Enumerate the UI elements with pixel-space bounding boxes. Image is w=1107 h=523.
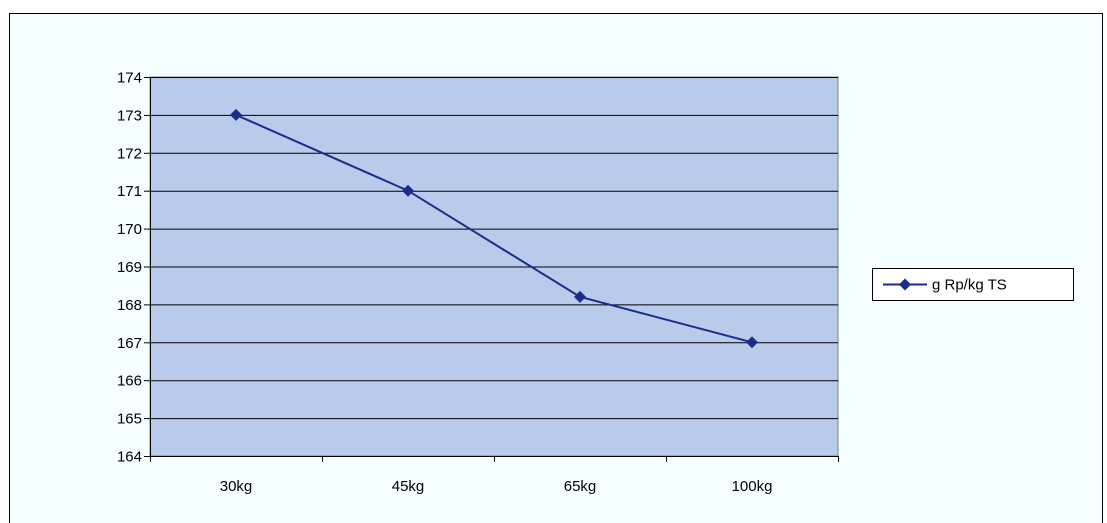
y-tick-label: 174 [117,70,142,87]
legend-label: g Rp/kg TS [932,277,1007,294]
series-group [230,108,758,349]
data-point [746,336,758,349]
data-point [402,184,414,197]
x-axis-ticks: 30kg 45kg 65kg 100kg [150,456,839,495]
y-tick-label: 173 [117,107,142,124]
y-axis-ticks: 164 165 166 167 168 169 170 171 172 173 174 [117,70,150,466]
legend-marker [899,278,911,291]
grid-lines [150,77,838,420]
y-tick-label: 165 [117,411,142,428]
y-tick-label: 172 [117,145,142,162]
x-tick-label: 65kg [564,478,597,495]
y-tick-label: 171 [117,183,142,200]
y-tick-label: 170 [117,221,142,238]
x-tick-label: 45kg [392,478,425,495]
y-tick-label: 168 [117,297,142,314]
y-tick-label: 169 [117,259,142,276]
y-tick-label: 167 [117,335,142,352]
x-tick-label: 30kg [220,478,253,495]
data-point [574,290,586,303]
y-tick-label: 164 [117,449,142,466]
y-tick-label: 166 [117,373,142,390]
x-tick-label: 100kg [732,478,773,495]
series-line [235,113,753,344]
legend: g Rp/kg TS [872,268,1074,301]
data-point [230,108,242,121]
